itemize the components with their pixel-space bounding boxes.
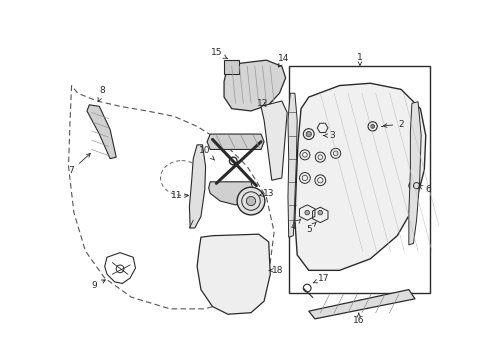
- Text: 18: 18: [269, 266, 283, 275]
- Text: 7: 7: [69, 153, 90, 175]
- Text: 3: 3: [323, 131, 334, 140]
- Polygon shape: [197, 234, 270, 314]
- Circle shape: [305, 210, 309, 215]
- Text: 5: 5: [305, 222, 316, 234]
- Text: 11: 11: [170, 191, 188, 200]
- Text: 12: 12: [256, 99, 268, 108]
- Text: 8: 8: [98, 86, 105, 102]
- Polygon shape: [294, 83, 425, 270]
- Text: 17: 17: [312, 274, 329, 283]
- Text: 16: 16: [352, 313, 364, 325]
- Polygon shape: [87, 105, 116, 159]
- Circle shape: [246, 197, 255, 206]
- Text: 1: 1: [356, 53, 362, 66]
- Circle shape: [317, 210, 322, 215]
- Circle shape: [410, 184, 413, 187]
- Text: 15: 15: [210, 48, 227, 59]
- Text: 2: 2: [383, 120, 403, 129]
- Polygon shape: [189, 145, 205, 228]
- Circle shape: [229, 157, 237, 165]
- Bar: [224, 60, 239, 74]
- Circle shape: [237, 187, 264, 215]
- Circle shape: [305, 131, 311, 137]
- Bar: [289, 66, 429, 293]
- Polygon shape: [287, 93, 297, 237]
- Polygon shape: [261, 101, 286, 180]
- Polygon shape: [224, 60, 285, 111]
- Circle shape: [370, 125, 374, 128]
- Text: 6: 6: [418, 185, 430, 194]
- Text: 14: 14: [278, 54, 289, 67]
- Polygon shape: [208, 182, 253, 205]
- Text: 13: 13: [259, 189, 274, 198]
- Polygon shape: [408, 102, 420, 245]
- Text: 9: 9: [92, 280, 105, 290]
- FancyArrowPatch shape: [381, 126, 382, 127]
- Polygon shape: [308, 289, 414, 319]
- Polygon shape: [207, 134, 264, 149]
- Text: 10: 10: [199, 147, 214, 160]
- Text: 4: 4: [290, 219, 300, 231]
